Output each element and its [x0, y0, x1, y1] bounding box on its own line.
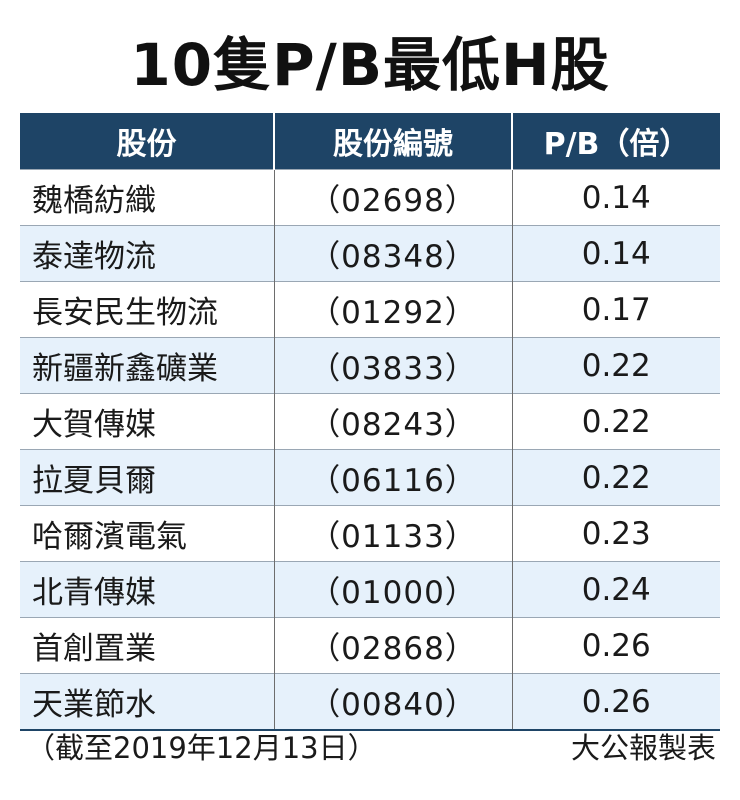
- table-row: 天業節水 （00840） 0.26: [20, 673, 720, 731]
- table-row: 大賀傳媒 （08243） 0.22: [20, 393, 720, 450]
- table-row: 長安民生物流 （01292） 0.17: [20, 281, 720, 338]
- stock-code: （00840）: [273, 673, 512, 731]
- column-header-pb: P/B（倍）: [511, 113, 720, 170]
- table-row: 新疆新鑫礦業 （03833） 0.22: [20, 337, 720, 394]
- table-row: 北青傳媒 （01000） 0.24: [20, 561, 720, 618]
- pb-value: 0.14: [511, 225, 720, 282]
- pb-value: 0.17: [511, 281, 720, 338]
- pb-value: 0.24: [511, 561, 720, 618]
- pb-value: 0.22: [511, 393, 720, 450]
- stock-name: 新疆新鑫礦業: [20, 337, 274, 394]
- pb-value: 0.22: [511, 337, 720, 394]
- table-row: 泰達物流 （08348） 0.14: [20, 225, 720, 282]
- stock-code: （08348）: [273, 225, 512, 282]
- stock-name: 拉夏貝爾: [20, 449, 274, 506]
- table-body: 魏橋紡織 （02698） 0.14 泰達物流 （08348） 0.14 長安民生…: [20, 169, 720, 731]
- stock-name: 首創置業: [20, 617, 274, 674]
- page-title: 10隻P/B最低H股: [130, 31, 610, 99]
- stock-name: 泰達物流: [20, 225, 274, 282]
- stock-code: （03833）: [273, 337, 512, 394]
- stock-code: （06116）: [273, 449, 512, 506]
- pb-value: 0.26: [511, 617, 720, 674]
- pb-value: 0.14: [511, 169, 720, 226]
- pb-value: 0.26: [511, 673, 720, 731]
- stock-code: （01000）: [273, 561, 512, 618]
- stock-name: 長安民生物流: [20, 281, 274, 338]
- stock-code: （02698）: [273, 169, 512, 226]
- source-credit: 大公報製表: [570, 731, 716, 765]
- stock-code: （02868）: [273, 617, 512, 674]
- table-row: 魏橋紡織 （02698） 0.14: [20, 169, 720, 226]
- table-row: 哈爾濱電氣 （01133） 0.23: [20, 505, 720, 562]
- date-note: （截至2019年12月13日）: [26, 731, 377, 765]
- column-header-stock: 股份: [20, 113, 274, 170]
- stock-code: （08243）: [273, 393, 512, 450]
- pb-value: 0.23: [511, 505, 720, 562]
- pb-table: 股份 股份編號 P/B（倍） 魏橋紡織 （02698） 0.14 泰達物流 （0…: [20, 113, 720, 731]
- stock-name: 大賀傳媒: [20, 393, 274, 450]
- column-header-stock-code: 股份編號: [273, 113, 512, 170]
- stock-name: 北青傳媒: [20, 561, 274, 618]
- stock-code: （01292）: [273, 281, 512, 338]
- stock-code: （01133）: [273, 505, 512, 562]
- stock-name: 天業節水: [20, 673, 274, 731]
- stock-name: 哈爾濱電氣: [20, 505, 274, 562]
- table-row: 拉夏貝爾 （06116） 0.22: [20, 449, 720, 506]
- table-row: 首創置業 （02868） 0.26: [20, 617, 720, 674]
- pb-value: 0.22: [511, 449, 720, 506]
- stock-name: 魏橋紡織: [20, 169, 274, 226]
- table-header: 股份 股份編號 P/B（倍）: [20, 113, 720, 170]
- header-row: 股份 股份編號 P/B（倍）: [20, 113, 720, 170]
